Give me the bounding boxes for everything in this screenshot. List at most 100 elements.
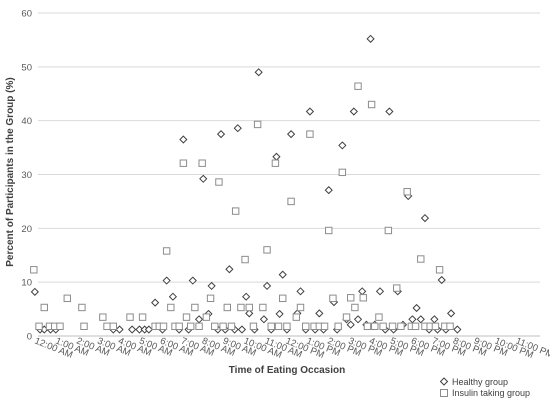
data-point	[259, 303, 267, 312]
data-point	[283, 322, 291, 331]
data-point	[191, 303, 199, 312]
data-point	[202, 313, 211, 321]
data-point	[275, 309, 284, 319]
data-point	[237, 325, 247, 334]
data-point	[329, 294, 337, 303]
data-point	[371, 322, 379, 331]
y-tick-label: 20	[21, 224, 32, 235]
data-point	[128, 325, 137, 334]
y-tick-label: 40	[21, 116, 32, 127]
data-point	[453, 325, 462, 334]
y-axis-title: Percent of Participants in the Group (%)	[5, 77, 16, 266]
data-point	[245, 309, 254, 318]
y-tick-label: 10	[21, 278, 32, 289]
data-point	[359, 294, 367, 302]
data-point	[109, 322, 117, 331]
data-point	[259, 315, 269, 324]
data-point	[302, 322, 310, 331]
series-insulin	[30, 82, 454, 331]
data-point	[144, 325, 153, 334]
data-point	[63, 294, 71, 303]
data-point	[138, 313, 147, 321]
data-point	[375, 313, 383, 321]
data-point	[271, 159, 280, 167]
data-point	[286, 130, 296, 139]
data-point	[338, 168, 347, 177]
data-point	[411, 322, 420, 331]
data-point	[347, 294, 355, 302]
data-point	[30, 266, 38, 274]
data-point	[188, 276, 197, 285]
y-tick-label: 0	[27, 332, 32, 343]
y-tick-label: 30	[21, 170, 32, 181]
square-marker-icon	[440, 389, 448, 397]
data-point	[198, 159, 206, 167]
data-point	[420, 213, 430, 223]
data-point	[242, 292, 251, 301]
data-point	[253, 120, 262, 129]
data-point	[223, 303, 231, 312]
data-point	[363, 322, 372, 331]
data-point	[412, 303, 421, 313]
data-point	[384, 226, 393, 235]
data-point	[315, 309, 324, 318]
data-point	[168, 292, 178, 301]
data-point	[206, 294, 215, 303]
data-point	[346, 320, 355, 329]
data-point	[353, 315, 363, 324]
data-point	[159, 322, 168, 331]
data-point	[306, 130, 314, 138]
data-point	[279, 294, 287, 303]
data-point	[78, 303, 86, 312]
data-point	[182, 313, 191, 321]
data-point	[325, 226, 333, 235]
data-point	[167, 303, 175, 312]
y-tick-label: 50	[21, 62, 32, 73]
data-point	[435, 266, 444, 274]
data-point	[215, 178, 223, 186]
data-point	[338, 141, 347, 150]
data-point	[267, 322, 275, 331]
data-point	[115, 325, 124, 334]
data-point	[292, 313, 301, 321]
data-point	[379, 322, 387, 331]
data-point	[219, 322, 227, 331]
data-point	[385, 107, 394, 116]
data-point	[237, 303, 245, 312]
data-point	[446, 309, 456, 318]
data-point	[40, 303, 48, 312]
x-axis-title: Time of Eating Occasion	[229, 365, 346, 376]
data-point	[305, 107, 315, 116]
data-point	[296, 303, 305, 312]
data-point	[207, 281, 216, 291]
data-point	[358, 287, 367, 296]
legend: Healthy group Insulin taking group	[439, 377, 530, 398]
data-point	[272, 152, 281, 161]
data-point	[430, 315, 439, 324]
data-point	[431, 322, 440, 331]
data-point	[126, 313, 134, 321]
data-point	[403, 188, 411, 196]
data-point	[231, 207, 240, 215]
data-point	[211, 322, 219, 331]
data-point	[56, 322, 64, 331]
data-point	[162, 247, 171, 255]
data-point	[225, 265, 234, 274]
data-point	[278, 270, 287, 279]
data-point	[175, 322, 183, 331]
data-point	[179, 135, 188, 144]
data-point	[388, 322, 397, 331]
data-point	[287, 197, 295, 206]
data-point	[274, 322, 283, 331]
data-point	[241, 255, 249, 264]
data-point	[342, 313, 351, 321]
data-point	[103, 322, 111, 331]
data-point	[35, 322, 43, 331]
data-point	[393, 284, 401, 292]
y-tick-label: 60	[21, 9, 32, 20]
data-point	[254, 68, 263, 77]
data-point	[227, 322, 236, 331]
legend-item-healthy: Healthy group	[439, 377, 508, 387]
data-point	[416, 315, 425, 324]
data-point	[186, 322, 195, 331]
